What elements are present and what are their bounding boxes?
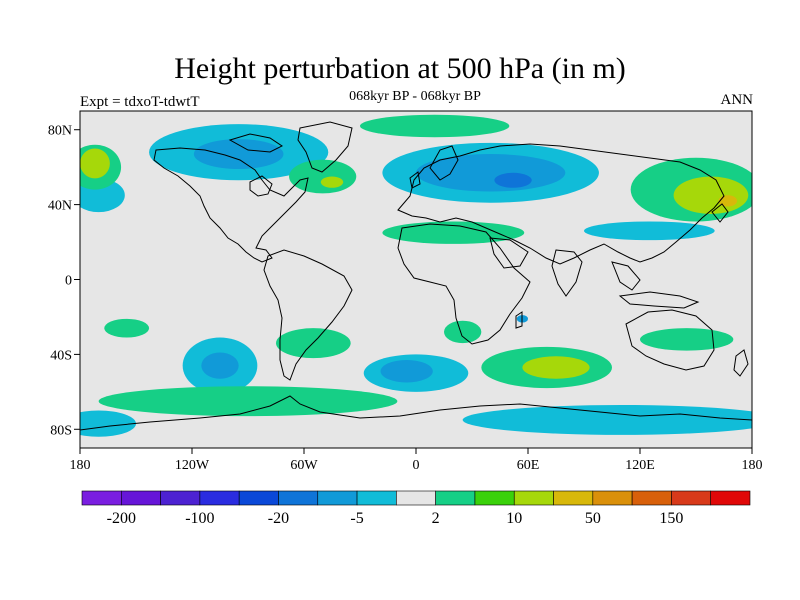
coastline-indonesia [618,291,700,309]
colorbar-swatch [671,490,712,506]
contour-east-asia-core [673,176,749,214]
contour-south-pacific-positive [104,318,150,338]
contour-south-pacific-core [201,352,239,379]
colorbar-swatch [356,490,397,506]
coastline-arctic-islands [228,133,283,153]
coastline-scandinavia [429,145,459,181]
contour-east-asia-inner [718,195,738,207]
longitude-ticks: 180 120W 60W 0 60E 120E 180 [70,448,763,473]
colorbar-swatch [435,490,476,506]
contour-north-pacific-negative [584,221,715,241]
colorbar-swatch [553,490,594,506]
lon-tick-label: 180 [742,458,763,473]
lon-tick-label: 0 [413,458,420,473]
contour-arctic-canada-core [193,139,284,170]
lat-tick-label: 80N [48,124,72,139]
contour-southern-ocean-positive [98,386,398,417]
coastline-australia [625,309,715,371]
colorbar-swatch [317,490,358,506]
contour-south-atlantic-positive [444,320,482,344]
colorbar: -200 -100 -20 -5 2 10 50 150 [81,490,751,527]
coastline-madagascar [515,311,523,329]
colorbar-label: 2 [432,510,440,527]
contour-far-east-core [80,148,110,179]
lat-tick-label: 0 [65,274,72,289]
lat-tick-label: 40S [50,348,72,363]
coastline-south-america [263,249,353,381]
coastline-greenland [297,121,353,173]
colorbar-swatch [199,490,240,506]
coastline-japan [711,203,729,223]
coastline-north-america [153,147,309,263]
season-label: ANN [720,92,754,108]
colorbar-label: 50 [585,510,601,527]
colorbar-label: -5 [350,510,363,527]
lon-tick-label: 120E [625,458,655,473]
lon-tick-label: 120W [175,458,210,473]
colorbar-label: -200 [107,510,136,527]
colorbar-swatch [513,490,554,506]
lon-tick-label: 60E [517,458,540,473]
colorbar-label: -100 [185,510,214,527]
lat-tick-label: 40N [48,199,72,214]
coastline-hudson-bay [249,175,273,197]
contour-eurasia-core [416,154,566,192]
colorbar-swatch [710,490,751,506]
colorbar-swatch [81,490,122,506]
coastline-eurasia [397,143,725,265]
contour-north-atlantic-core [320,176,344,188]
coastlines [80,121,752,431]
coastline-southeast-asia [611,261,641,291]
coastline-india [551,249,583,297]
coastline-new-zealand [733,349,749,377]
map-title: Height perturbation at 500 hPa (in m) [174,52,626,85]
contour-southern-ocean-east-negative [462,404,752,435]
height-contour-field [80,114,752,437]
colorbar-label: 150 [659,510,683,527]
colorbar-label: -20 [268,510,289,527]
experiment-label: Expt = tdxoT-tdwtT [80,94,200,110]
colorbar-swatch [631,490,672,506]
coastline-arabia [489,237,529,269]
contour-eurasia-inner [494,172,532,188]
colorbar-swatch [238,490,279,506]
coastline-antarctica [80,395,752,431]
lon-tick-label: 60W [290,458,318,473]
lat-tick-label: 80S [50,423,72,438]
coastline-africa [397,223,531,345]
colorbar-swatch [396,490,436,506]
contour-indian-ocean-core [522,356,590,379]
coastline-british-isles [409,171,421,189]
contour-south-atlantic-core [380,360,433,383]
lon-tick-label: 180 [70,458,91,473]
contour-north-africa-positive [382,221,525,244]
colorbar-swatch [474,490,515,506]
contour-australia-west-positive [640,328,734,351]
colorbar-label: 10 [506,510,522,527]
colorbar-swatch [120,490,161,506]
colorbar-swatch [160,490,201,506]
map-subtitle: 068kyr BP - 068kyr BP [349,89,481,104]
contour-arctic-positive [360,114,510,138]
contour-north-atlantic-positive [289,159,357,194]
colorbar-swatch [592,490,633,506]
contour-southern-ocean-west-negative [80,410,136,437]
latitude-ticks: 80N 40N 0 40S 80S [48,124,80,438]
colorbar-swatch [278,490,319,506]
